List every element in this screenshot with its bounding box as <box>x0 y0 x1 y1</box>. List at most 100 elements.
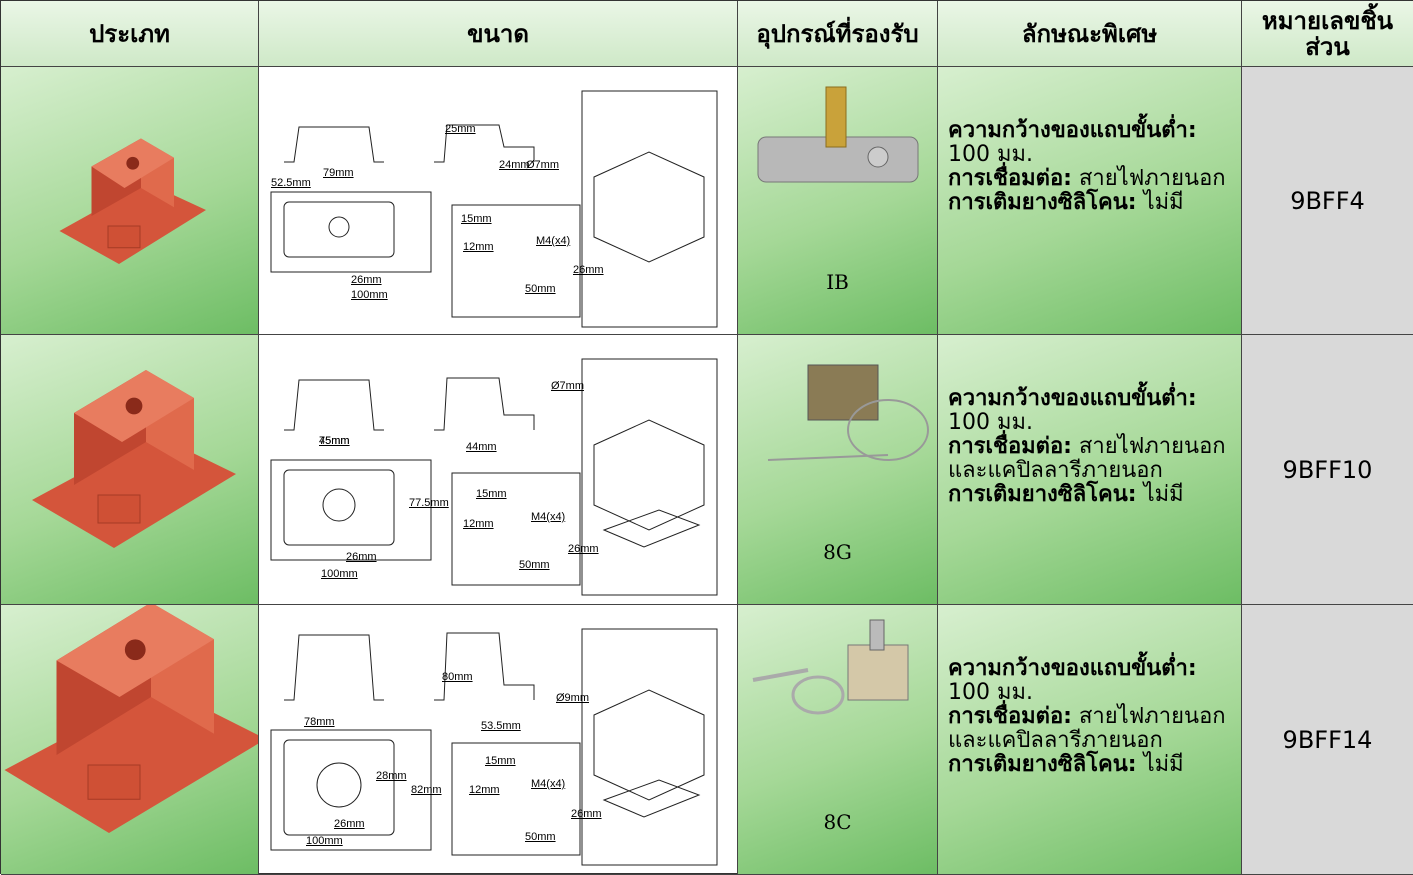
feature-item: ความกว้างของแถบขั้นต่ำ: 100 มม. <box>948 119 1231 167</box>
dimension-label: 26mm <box>568 543 599 555</box>
dimension-label: 26mm <box>334 818 365 830</box>
dimension-label: 100mm <box>351 289 388 301</box>
device-probe <box>767 454 889 461</box>
device-probe <box>752 668 809 682</box>
type-cell <box>1 67 259 335</box>
dimension-label: 50mm <box>525 283 556 295</box>
housing-base <box>59 182 206 264</box>
features-cell: ความกว้างของแถบขั้นต่ำ: 100 มม. การเชื่อม… <box>938 67 1242 335</box>
size-cell: 79mm 25mm 24mm Ø7mm 52.5mm 15mm M4(x4) 12mm 26mm… <box>259 67 738 335</box>
feature-value: ไม่มี <box>1143 482 1184 507</box>
device-capillary <box>791 675 845 715</box>
dimension-label: M4(x4) <box>531 511 566 523</box>
housing-image <box>32 370 236 548</box>
part-number: 9BFF10 <box>1282 455 1373 484</box>
dimension-label: 50mm <box>519 559 550 571</box>
side-view <box>284 634 384 701</box>
feature-item: การเติมยางซิลิโคน: ไม่มี <box>948 191 1231 215</box>
header-text: หมายเลขชิ้นส่วน <box>1261 6 1394 61</box>
housing-clamp <box>87 764 141 800</box>
part-number-cell: 9BFF4 <box>1242 67 1413 335</box>
feature-label: การเชื่อมต่อ: <box>948 434 1072 459</box>
dimension-label: 50mm <box>525 831 556 843</box>
header-text: ขนาด <box>467 19 529 48</box>
type-cell <box>1 335 259 605</box>
housing-image <box>59 138 206 264</box>
detail-frame <box>451 742 581 856</box>
device-image <box>752 619 909 715</box>
header-cell: ประเภท <box>1 1 259 67</box>
header-cell: ขนาด <box>259 1 738 67</box>
device-shaft <box>869 619 885 651</box>
plan-view-inner <box>283 201 395 258</box>
dimension-label: 15mm <box>461 213 492 225</box>
housing-base <box>4 686 258 833</box>
features-cell: ความกว้างของแถบขั้นต่ำ: 100 มม. การเชื่อม… <box>938 605 1242 875</box>
type-cell <box>1 605 259 875</box>
plan-view <box>270 729 432 851</box>
housing-hole <box>124 639 146 661</box>
dimension-label: 52.5mm <box>271 177 311 189</box>
dimension-label: 44mm <box>466 441 497 453</box>
housing-hole <box>126 156 140 170</box>
part-number: 9BFF4 <box>1290 186 1365 215</box>
dimension-label: 26mm <box>351 274 382 286</box>
detail-frame <box>451 204 581 318</box>
dimension-label: 12mm <box>463 518 494 530</box>
features-cell: ความกว้างของแถบขั้นต่ำ: 100 มม. การเชื่อม… <box>938 335 1242 605</box>
header-cell: อุปกรณ์ที่รองรับ <box>738 1 938 67</box>
device-label: 8G <box>823 540 852 564</box>
dimension-label: M4(x4) <box>536 235 571 247</box>
detail-frame <box>451 472 581 586</box>
plan-view-hole <box>316 762 362 808</box>
device-image <box>757 86 919 183</box>
device-capillary <box>847 399 929 461</box>
feature-item: การเชื่อมต่อ: สายไฟภายนอก <box>948 167 1231 191</box>
size-cell: 45mm Ø7mm 75mm 44mm 77.5mm 15mm M4(x4) 12mm 26mm… <box>259 335 738 605</box>
iso-plate <box>602 509 701 548</box>
dimension-label: 26mm <box>346 551 377 563</box>
device-body <box>807 364 879 421</box>
device-label: IB <box>826 270 849 294</box>
dimension-label: 53.5mm <box>481 720 521 732</box>
feature-value: สายไฟภายนอกและแคปิลลารีภายนอก <box>948 704 1226 753</box>
device-image <box>767 364 929 461</box>
plan-view <box>270 191 432 273</box>
device-body <box>847 644 909 701</box>
feature-item: การเติมยางซิลิโคน: ไม่มี <box>948 753 1231 777</box>
feature-value: ไม่มี <box>1143 190 1184 215</box>
dimension-label: 24mm <box>499 159 530 171</box>
device-screw <box>867 146 889 168</box>
dimension-label: 45mm <box>319 435 350 447</box>
part-number: 9BFF14 <box>1282 725 1373 754</box>
side-view <box>284 379 384 431</box>
dimension-label: 75mm <box>319 435 350 447</box>
dimension-label: 100mm <box>306 835 343 847</box>
feature-value: สายไฟภายนอกและแคปิลลารีภายนอก <box>948 434 1226 483</box>
header-cell: หมายเลขชิ้นส่วน <box>1242 1 1413 67</box>
device-label: 8C <box>823 810 852 834</box>
iso-frame <box>581 90 718 328</box>
header-text: ลักษณะพิเศษ <box>1021 19 1158 48</box>
technical-drawing <box>270 628 718 866</box>
feature-label: ความกว้างของแถบขั้นต่ำ: <box>948 386 1197 411</box>
technical-drawing <box>270 90 718 328</box>
feature-item: การเติมยางซิลิโคน: ไม่มี <box>948 483 1231 507</box>
feature-label: การเติมยางซิลิโคน: <box>948 190 1137 215</box>
plan-view-inner <box>283 469 395 546</box>
dimension-label: Ø7mm <box>526 159 559 171</box>
feature-item: การเชื่อมต่อ: สายไฟภายนอกและแคปิลลารีภาย… <box>948 705 1231 753</box>
dimension-label: 82mm <box>411 784 442 796</box>
feature-label: ความกว้างของแถบขั้นต่ำ: <box>948 656 1197 681</box>
feature-value: สายไฟภายนอก <box>1078 166 1226 191</box>
dimension-label: 12mm <box>463 241 494 253</box>
feature-item: การเชื่อมต่อ: สายไฟภายนอกและแคปิลลารีภาย… <box>948 435 1231 483</box>
header-text: อุปกรณ์ที่รองรับ <box>756 19 919 48</box>
header-text: ประเภท <box>89 19 170 48</box>
size-cell: 80mm Ø9mm 78mm 53.5mm 28mm 82mm 15mm M4(x4) 12mm… <box>259 605 738 875</box>
device-cell: IB <box>738 67 938 335</box>
dimension-label: 28mm <box>376 770 407 782</box>
feature-label: ความกว้างของแถบขั้นต่ำ: <box>948 118 1197 143</box>
side-view-2 <box>434 377 535 431</box>
